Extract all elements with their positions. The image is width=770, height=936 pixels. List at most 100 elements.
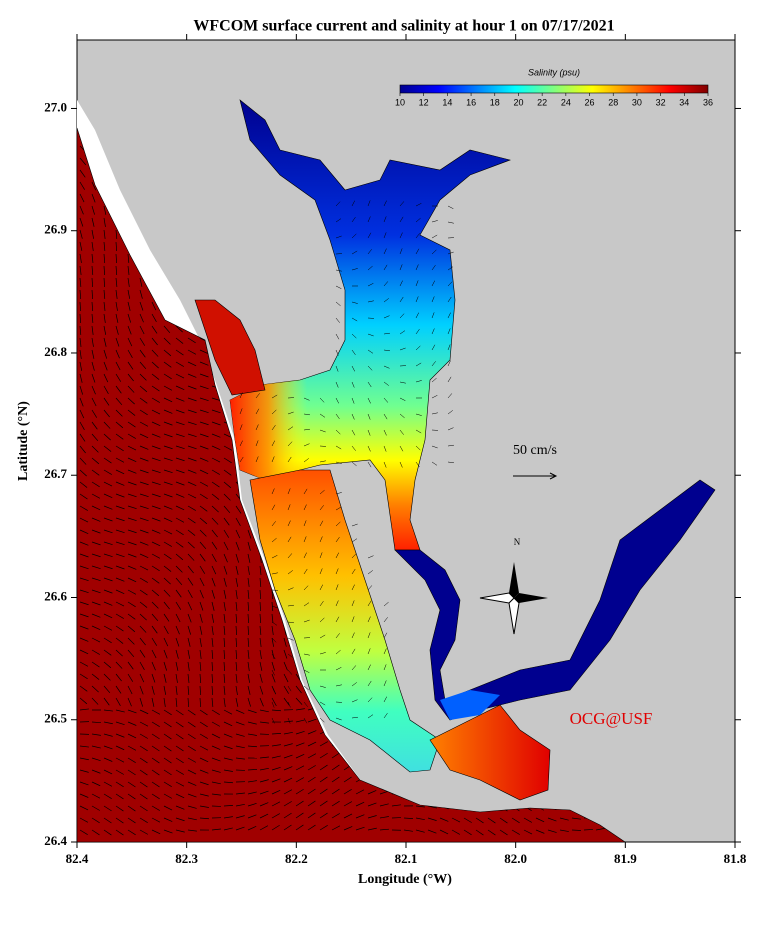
vector (223, 493, 231, 501)
vector (79, 781, 89, 786)
vector (383, 397, 389, 403)
scale-label: 50 cm/s (513, 443, 557, 458)
vector (103, 769, 113, 775)
vector (271, 621, 278, 626)
vector (187, 505, 196, 511)
vector (367, 300, 374, 303)
vector (151, 565, 160, 572)
vector (151, 661, 156, 671)
vector (139, 397, 148, 404)
vector (431, 344, 436, 351)
vector (115, 613, 124, 619)
vector (127, 541, 137, 546)
vector (239, 408, 243, 415)
vector (295, 697, 303, 705)
vector (295, 731, 305, 735)
vector (287, 456, 292, 463)
vector (163, 517, 173, 522)
vector (187, 697, 190, 708)
vector (223, 721, 233, 727)
vector (175, 469, 185, 474)
vector (91, 493, 101, 499)
vector (151, 781, 160, 788)
vector (127, 793, 136, 800)
vector (91, 241, 94, 251)
vector (103, 385, 109, 395)
vector (91, 277, 94, 288)
vector (151, 745, 160, 752)
vector (307, 812, 316, 819)
vector (91, 217, 95, 227)
colorbar-tick-label: 34 (679, 97, 689, 107)
vector (91, 637, 101, 643)
vector (79, 817, 89, 823)
vector (235, 792, 245, 795)
vector (151, 397, 160, 403)
vector (127, 589, 137, 595)
vector (319, 788, 328, 795)
vector (103, 349, 108, 359)
vector (139, 733, 148, 739)
vector (115, 337, 120, 347)
vector (335, 445, 342, 450)
vector (295, 753, 305, 759)
vector (335, 397, 339, 404)
vector (335, 429, 341, 435)
vector (319, 764, 328, 771)
vector (163, 493, 173, 498)
vector (307, 765, 316, 771)
colorbar-title: Salinity (psu) (528, 67, 580, 77)
vector (223, 553, 228, 563)
vector (223, 565, 228, 575)
vector (399, 264, 403, 271)
vector (399, 280, 403, 287)
vector (259, 589, 262, 600)
vector (103, 589, 113, 594)
vector (127, 817, 136, 824)
vector (223, 577, 227, 587)
vector (127, 685, 133, 695)
vector (187, 733, 196, 740)
vector (91, 661, 100, 668)
vector (367, 815, 377, 819)
vector (79, 613, 89, 618)
vector (103, 505, 113, 510)
vector (351, 333, 357, 339)
vector (103, 829, 112, 836)
vector (511, 817, 520, 824)
vector (175, 661, 179, 671)
vector (255, 440, 259, 447)
vector (535, 829, 545, 834)
vector (295, 685, 302, 694)
vector (223, 816, 233, 819)
vector (115, 829, 124, 836)
vector (115, 325, 119, 335)
vector (79, 253, 82, 263)
vector (523, 829, 533, 835)
vector (103, 253, 106, 263)
vector (103, 685, 111, 694)
vector (383, 429, 387, 436)
vector (255, 408, 260, 415)
vector (247, 780, 257, 783)
vector (303, 536, 307, 543)
vector (303, 458, 309, 463)
vector (163, 613, 170, 622)
vector (151, 697, 155, 707)
vector (91, 577, 101, 582)
vector (247, 577, 250, 587)
vector (235, 709, 245, 714)
vector (367, 585, 373, 591)
vector (175, 361, 184, 367)
vector (399, 347, 406, 351)
vector (91, 721, 101, 724)
vector (399, 429, 404, 435)
vector (319, 741, 328, 747)
vector (431, 312, 435, 319)
vector (139, 577, 148, 583)
vector (151, 409, 161, 415)
vector (115, 433, 124, 440)
vector (163, 721, 172, 728)
vector (127, 613, 136, 620)
vector (247, 565, 250, 575)
